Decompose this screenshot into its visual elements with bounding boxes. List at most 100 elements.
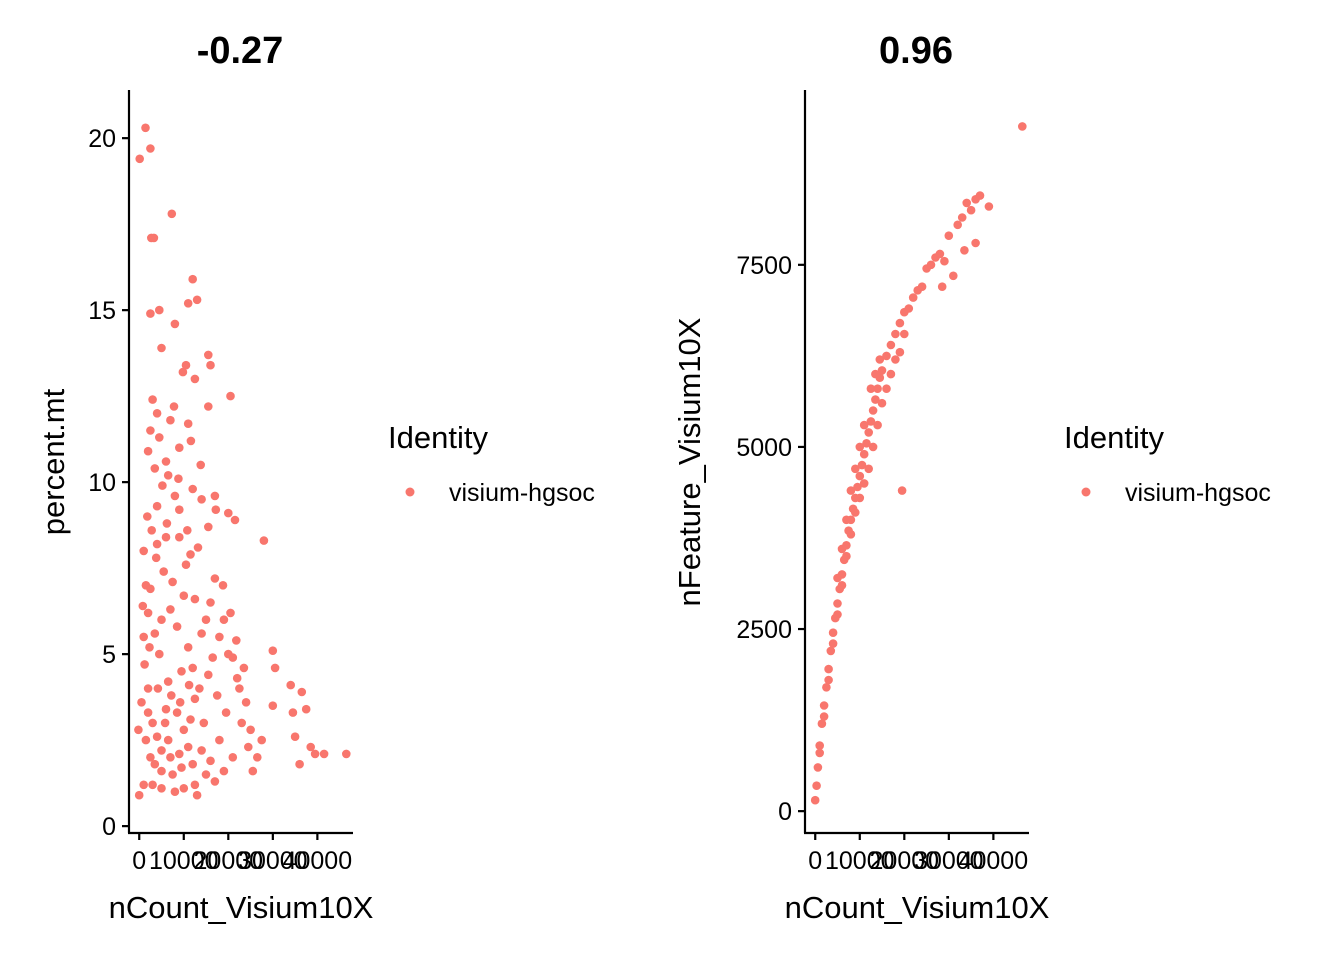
chart-1-point xyxy=(232,636,241,645)
chart-1-y-tick-label: 20 xyxy=(88,125,116,153)
chart-1-point xyxy=(148,780,157,790)
chart-1-point xyxy=(268,646,278,655)
chart-2-point xyxy=(826,646,836,656)
chart-1-point xyxy=(150,629,160,638)
chart-1-point xyxy=(155,305,164,315)
chart-1-point xyxy=(195,684,204,693)
chart-1-point xyxy=(179,591,189,600)
chart-1-point xyxy=(206,598,215,607)
chart-1-point xyxy=(147,526,156,535)
chart-1-point xyxy=(186,550,195,559)
chart-2-point xyxy=(833,610,842,619)
chart-2-point xyxy=(846,486,856,495)
chart-1-point xyxy=(290,732,300,741)
chart-2-x-tick-label: 10000 xyxy=(825,847,895,875)
chart-2-point xyxy=(859,449,869,459)
chart-2-point xyxy=(813,763,823,772)
chart-1-point xyxy=(342,749,351,759)
chart-2-point xyxy=(895,347,905,357)
chart-2-point xyxy=(882,384,891,394)
chart-1-x-tick-label: 20000 xyxy=(194,847,264,875)
chart-1-point xyxy=(151,553,161,563)
chart-1-point xyxy=(197,495,206,504)
chart-1-point xyxy=(252,753,262,762)
chart-2-point xyxy=(937,282,947,292)
chart-1-point xyxy=(167,209,177,219)
chart-1-point xyxy=(158,481,167,490)
chart-2-point xyxy=(975,191,985,200)
chart-1-point xyxy=(218,581,228,590)
chart-2-point xyxy=(917,282,927,292)
chart-1-point xyxy=(134,725,143,735)
chart-1-point xyxy=(204,350,213,360)
chart-2-point xyxy=(815,741,824,750)
chart-1-point xyxy=(143,684,153,693)
chart-1-point xyxy=(181,360,191,370)
chart-2-point xyxy=(864,428,873,437)
chart-2-point xyxy=(877,366,887,375)
chart-1-point xyxy=(138,601,148,611)
chart-1-point xyxy=(215,632,224,642)
chart-2-point xyxy=(853,482,862,492)
chart-2-x-tick-label: 0 xyxy=(808,847,822,875)
chart-1-point xyxy=(301,704,311,714)
chart-2-point xyxy=(868,442,878,452)
chart-1-point xyxy=(139,632,148,642)
chart-2-point xyxy=(873,420,882,430)
chart-1-point xyxy=(157,766,166,776)
chart-1-point xyxy=(139,780,148,790)
chart-1-point xyxy=(215,735,224,745)
chart-2-point xyxy=(824,675,833,685)
chart-2-point xyxy=(957,213,967,222)
chart-2-point xyxy=(875,355,885,364)
chart-2-point xyxy=(851,508,860,517)
chart-1-point xyxy=(169,402,179,411)
chart-1-point xyxy=(190,374,200,384)
chart-1-point xyxy=(146,309,155,318)
chart-2-point xyxy=(857,460,867,470)
chart-2-y-tick-label: 7500 xyxy=(736,252,792,280)
chart-2-point xyxy=(886,340,896,350)
chart-1-legend: Identity visium-hgsoc xyxy=(388,420,595,507)
chart-1-point xyxy=(162,519,172,528)
chart-1-point xyxy=(148,395,157,404)
chart-1-point xyxy=(179,725,189,735)
chart-1-point xyxy=(193,543,203,552)
chart-1-point xyxy=(188,759,197,769)
chart-1-point xyxy=(163,735,173,745)
chart-1-point xyxy=(167,691,176,700)
chart-1-point xyxy=(148,718,157,728)
chart-1-point xyxy=(168,770,177,779)
chart-1-point xyxy=(286,680,296,690)
chart-2-point xyxy=(837,544,847,554)
chart-1-point xyxy=(166,753,175,762)
chart-1-point xyxy=(226,608,235,618)
chart-2-point xyxy=(866,417,876,426)
chart-2-point xyxy=(873,384,882,394)
chart-1-point xyxy=(170,491,180,501)
chart-1-y-tick-label: 5 xyxy=(102,641,116,669)
chart-1-point xyxy=(239,663,249,673)
chart-2-point xyxy=(837,581,847,590)
chart-2-point xyxy=(815,748,824,758)
chart-1-point xyxy=(139,546,148,556)
chart-1-point xyxy=(219,615,229,624)
chart-1-point xyxy=(146,426,155,435)
chart-2-point xyxy=(962,198,971,208)
chart-1-point xyxy=(210,574,220,583)
chart-1-point xyxy=(288,708,298,717)
chart-1-point xyxy=(201,615,211,624)
chart-1-point xyxy=(204,670,213,680)
chart-1-point xyxy=(153,684,163,693)
chart-2-point xyxy=(886,369,896,379)
chart-1-x-axis-title: nCount_Visium10X xyxy=(109,890,374,925)
chart-2-point xyxy=(819,712,829,721)
chart-2-point xyxy=(842,551,851,561)
chart-2-legend-label: visium-hgsoc xyxy=(1125,479,1271,507)
chart-1-point xyxy=(192,790,202,800)
chart-2-x-tick-label: 40000 xyxy=(959,847,1029,875)
chart-1-y-ticks: 0 5 10 15 20 xyxy=(88,125,129,841)
chart-2-point xyxy=(984,202,994,211)
